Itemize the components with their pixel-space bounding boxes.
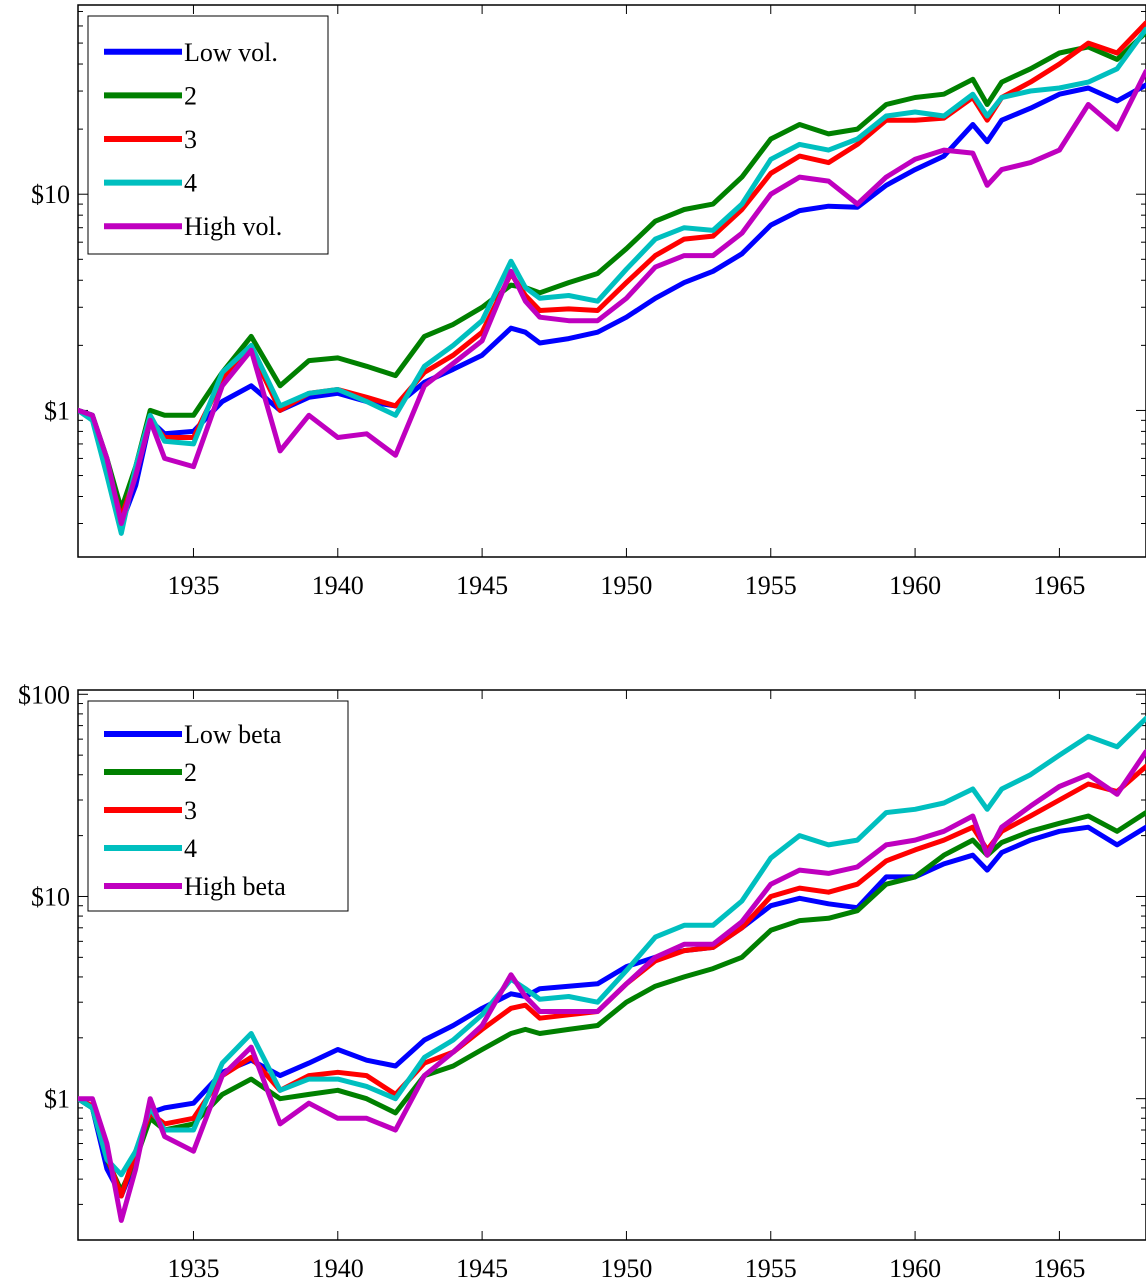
series-line-4: [78, 26, 1146, 536]
series-line-5: [78, 68, 1146, 526]
legend-label: 3: [184, 796, 197, 825]
plot-frame: [77, 689, 1146, 1241]
x-tick-label: 1960: [889, 1254, 941, 1283]
x-tick-label: 1940: [312, 1254, 364, 1283]
x-tick-label: 1935: [167, 1254, 219, 1283]
series-line-3: [78, 763, 1146, 1199]
legend: Low beta 2 3 4 High beta: [87, 700, 349, 912]
x-tick-label: 1950: [600, 1254, 652, 1283]
x-tick-label: 1960: [889, 571, 941, 600]
y-tick-label: $10: [31, 882, 70, 911]
series-line-1: [78, 824, 1146, 1199]
x-tick-label: 1955: [745, 571, 797, 600]
legend-label: High beta: [184, 872, 286, 901]
legend-label: Low beta: [184, 720, 282, 749]
x-tick-label: 1955: [745, 1254, 797, 1283]
y-tick-label: $1: [44, 1085, 70, 1114]
plot-frame: [77, 4, 1146, 558]
series-line-2: [78, 29, 1146, 512]
x-tick-label: 1945: [456, 571, 508, 600]
legend-label: 2: [184, 758, 197, 787]
y-tick-label: $10: [31, 180, 70, 209]
series-lines: [78, 715, 1146, 1223]
x-tick-label: 1945: [456, 1254, 508, 1283]
series-line-4: [78, 715, 1146, 1178]
legend: Low vol. 2 3 4 High vol.: [87, 15, 329, 255]
series-line-1: [78, 82, 1146, 526]
legend-label: 4: [184, 834, 197, 863]
legend-label: 2: [184, 81, 197, 110]
legend-box: [87, 15, 329, 255]
x-tick-label: 1940: [312, 571, 364, 600]
legend-label: High vol.: [184, 212, 282, 241]
series-line-5: [78, 749, 1146, 1223]
y-tick-label: $1: [44, 396, 70, 425]
legend-label: Low vol.: [184, 38, 278, 67]
x-tick-label: 1935: [167, 571, 219, 600]
chart-panel-2: 1935 1940 1945 1950 1955 1960 1965 $1 $10 $100 Low…: [18, 680, 1146, 1283]
x-tick-label: 1965: [1033, 571, 1085, 600]
series-lines: [78, 20, 1146, 536]
legend-label: 3: [184, 125, 197, 154]
x-tick-label: 1965: [1033, 1254, 1085, 1283]
y-tick-label: $100: [18, 680, 70, 709]
chart-panel-1: 1935 1940 1945 1950 1955 1960 1965 $1 $10 Low vol…: [31, 4, 1146, 600]
x-tick-label: 1950: [600, 571, 652, 600]
legend-label: 4: [184, 169, 197, 198]
